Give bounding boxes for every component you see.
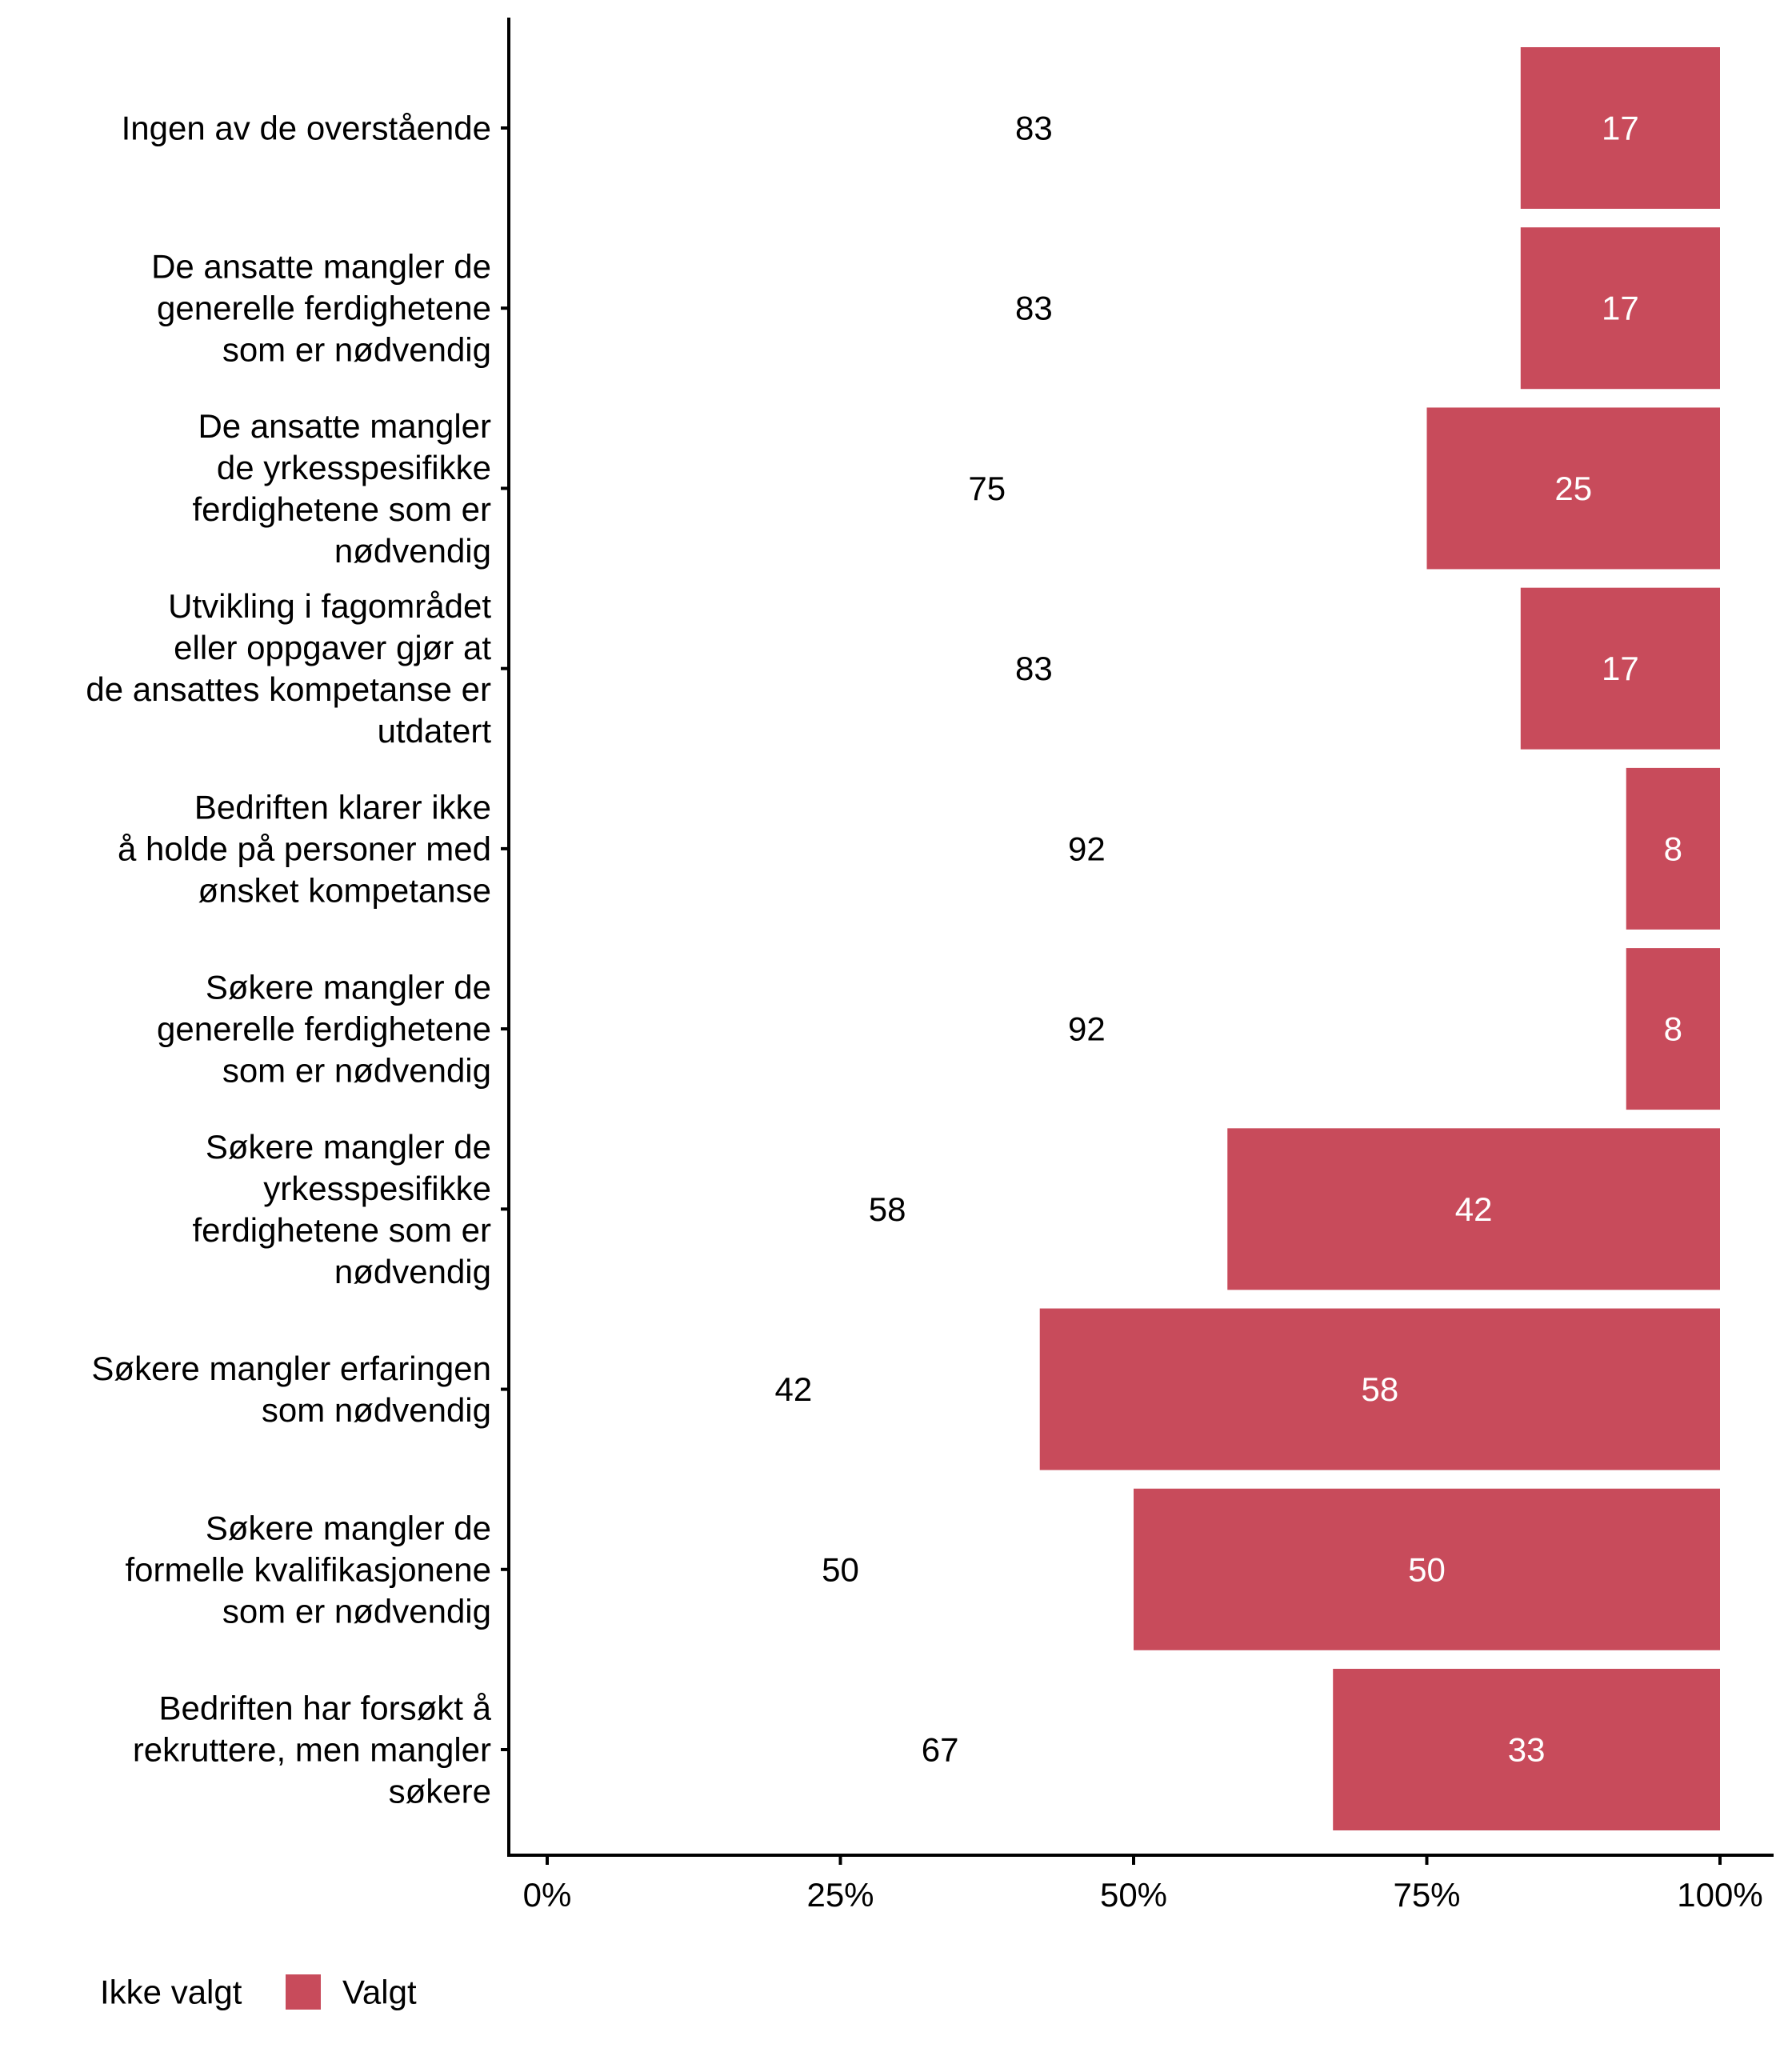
category-label: ferdighetene som er [192, 1211, 491, 1249]
x-axis: 0% 25% 50% 75% 100% [507, 1854, 1774, 1914]
data-label-ikke-valgt: 83 [1015, 110, 1053, 147]
category-label: som nødvendig [262, 1391, 491, 1429]
category-label: Søkere mangler de [206, 1509, 491, 1546]
data-label-valgt: 17 [1602, 650, 1639, 687]
value-labels-layer: 83 17 83 17 75 25 83 17 92 8 92 8 58 42 42 58 50 50 67 33 [775, 110, 1683, 1769]
data-label-ikke-valgt: 58 [869, 1190, 906, 1228]
bar-valgt [1426, 407, 1720, 570]
category-label: Søkere mangler de [206, 969, 491, 1006]
category-label: som er nødvendig [222, 1592, 491, 1630]
category-label: som er nødvendig [222, 1052, 491, 1090]
category-label: ønsket kompetanse [198, 871, 491, 909]
data-label-ikke-valgt: 92 [1068, 830, 1106, 867]
category-label: utdatert [378, 712, 492, 750]
bar-valgt [1039, 1308, 1720, 1470]
category-label: rekruttere, men mangler [133, 1731, 491, 1769]
data-label-ikke-valgt: 92 [1068, 1010, 1106, 1048]
legend-swatch-ikke-valgt [252, 1974, 266, 2010]
category-label: Ingen av de overstående [122, 110, 491, 147]
bar-ikke-valgt [547, 1308, 1040, 1470]
category-label: De ansatte mangler [198, 407, 491, 445]
bar-valgt [1626, 767, 1720, 930]
category-label: yrkesspesifikke [263, 1170, 491, 1207]
category-label: nødvendig [334, 1253, 491, 1290]
bar-ikke-valgt [547, 1488, 1134, 1650]
category-label: søkere [389, 1773, 491, 1810]
category-label: De ansatte mangler de [151, 248, 491, 286]
data-label-valgt: 42 [1455, 1190, 1493, 1228]
data-label-valgt: 8 [1664, 830, 1682, 867]
bar-ikke-valgt [547, 767, 1626, 930]
bar-ikke-valgt [547, 948, 1626, 1110]
bar-valgt [1520, 587, 1720, 750]
bar-ikke-valgt [547, 587, 1521, 750]
data-label-ikke-valgt: 83 [1015, 650, 1053, 687]
legend-label-valgt: Valgt [342, 1974, 417, 2011]
category-label: nødvendig [334, 532, 491, 570]
bar-valgt [1520, 47, 1720, 209]
data-label-ikke-valgt: 50 [822, 1550, 859, 1588]
data-label-ikke-valgt: 67 [922, 1731, 959, 1769]
category-label: eller oppgaver gjør at [174, 629, 491, 666]
category-label: generelle ferdighetene [157, 1010, 491, 1048]
data-label-valgt: 58 [1362, 1370, 1399, 1408]
legend-swatch-valgt [286, 1974, 321, 2010]
bar-ikke-valgt [547, 1128, 1228, 1290]
category-label: Søkere mangler erfaringen [91, 1350, 491, 1387]
x-tick-label: 75% [1393, 1876, 1460, 1914]
y-axis: Ingen av de overstående De ansatte mangle… [86, 18, 510, 1857]
bar-valgt [1333, 1669, 1720, 1830]
x-tick-label: 50% [1100, 1876, 1167, 1914]
category-label: generelle ferdighetene [157, 290, 491, 327]
bar-valgt [1520, 227, 1720, 390]
category-label: som er nødvendig [222, 331, 491, 369]
legend: Ikke valgt Valgt [100, 1974, 417, 2011]
x-tick-label: 0% [523, 1876, 572, 1914]
bars-layer [547, 47, 1720, 1830]
data-label-valgt: 17 [1602, 290, 1639, 327]
category-label: formelle kvalifikasjonene [125, 1550, 491, 1588]
category-label: Bedriften klarer ikke [194, 788, 491, 826]
x-tick-label: 25% [806, 1876, 874, 1914]
bar-valgt [1626, 948, 1720, 1110]
bar-valgt [1227, 1128, 1720, 1290]
category-label: Utvikling i fagområdet [168, 587, 491, 625]
legend-label-ikke-valgt: Ikke valgt [100, 1974, 242, 2011]
category-label: de ansattes kompetanse er [86, 670, 491, 708]
bar-ikke-valgt [547, 407, 1427, 570]
data-label-valgt: 33 [1508, 1731, 1546, 1769]
category-label: ferdighetene som er [192, 490, 491, 528]
data-label-valgt: 17 [1602, 110, 1639, 147]
x-tick-label: 100% [1677, 1876, 1762, 1914]
bar-ikke-valgt [547, 227, 1521, 390]
data-label-valgt: 50 [1408, 1550, 1446, 1588]
bar-ikke-valgt [547, 47, 1521, 209]
data-label-ikke-valgt: 42 [775, 1370, 813, 1408]
category-label: de yrkesspesifikke [217, 449, 491, 486]
category-label: Bedriften har forsøkt å [158, 1690, 491, 1727]
data-label-ikke-valgt: 75 [968, 470, 1006, 507]
data-label-ikke-valgt: 83 [1015, 290, 1053, 327]
category-label: Søkere mangler de [206, 1128, 491, 1166]
bar-valgt [1134, 1488, 1720, 1650]
category-label: å holde på personer med [118, 830, 491, 867]
data-label-valgt: 8 [1664, 1010, 1682, 1048]
bar-ikke-valgt [547, 1669, 1334, 1830]
data-label-valgt: 25 [1554, 470, 1592, 507]
